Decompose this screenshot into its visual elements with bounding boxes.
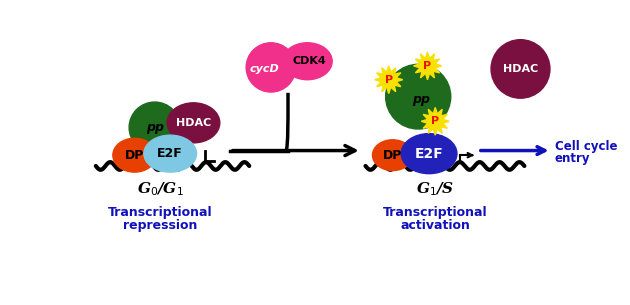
Text: E2F: E2F bbox=[158, 147, 183, 160]
Text: Transcriptional: Transcriptional bbox=[108, 206, 212, 219]
Text: activation: activation bbox=[400, 219, 470, 232]
Ellipse shape bbox=[386, 64, 450, 129]
Text: DP: DP bbox=[383, 149, 403, 162]
Text: pp: pp bbox=[146, 121, 164, 134]
Text: E2F: E2F bbox=[415, 147, 444, 161]
Text: DP: DP bbox=[125, 149, 144, 162]
Text: CDK4: CDK4 bbox=[292, 56, 326, 66]
Ellipse shape bbox=[129, 102, 180, 153]
Text: repression: repression bbox=[123, 219, 197, 232]
Text: P: P bbox=[385, 75, 393, 85]
Ellipse shape bbox=[246, 43, 295, 92]
Polygon shape bbox=[375, 66, 403, 94]
Text: entry: entry bbox=[554, 152, 590, 165]
Ellipse shape bbox=[144, 135, 197, 172]
Text: pp: pp bbox=[412, 93, 430, 106]
Ellipse shape bbox=[491, 40, 550, 98]
Text: Cell cycle: Cell cycle bbox=[554, 140, 617, 153]
Text: cycD: cycD bbox=[250, 64, 280, 74]
Text: P: P bbox=[431, 116, 439, 126]
Ellipse shape bbox=[401, 134, 457, 174]
Text: Transcriptional: Transcriptional bbox=[383, 206, 488, 219]
Polygon shape bbox=[421, 107, 449, 135]
Ellipse shape bbox=[113, 138, 156, 172]
Text: G$_0$/G$_1$: G$_0$/G$_1$ bbox=[137, 180, 183, 198]
Text: HDAC: HDAC bbox=[176, 118, 211, 128]
Polygon shape bbox=[413, 52, 442, 80]
Ellipse shape bbox=[372, 140, 413, 170]
Ellipse shape bbox=[167, 103, 220, 143]
Text: P: P bbox=[423, 61, 432, 71]
Text: HDAC: HDAC bbox=[503, 64, 538, 74]
Ellipse shape bbox=[283, 43, 332, 80]
Text: G$_1$/S: G$_1$/S bbox=[416, 180, 454, 198]
